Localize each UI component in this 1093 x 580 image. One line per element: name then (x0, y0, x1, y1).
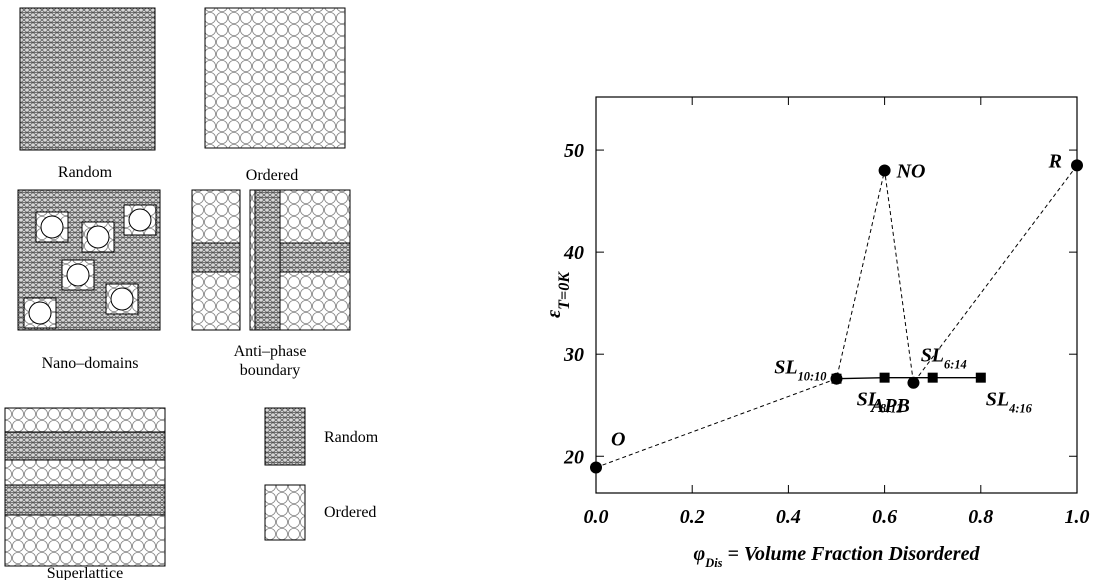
nano-domains (23, 204, 157, 329)
x-axis-label-main: φ (694, 543, 706, 565)
point-label: SL10:10 (774, 357, 826, 384)
point (879, 372, 890, 383)
point-label: SL8:12 (857, 389, 903, 416)
point-label: O (611, 428, 625, 450)
panel-label: Ordered (246, 167, 298, 184)
series-line (836, 377, 981, 380)
point-label-sub: 8:12 (880, 402, 903, 416)
point-label-sub: 6:14 (944, 358, 967, 372)
x-tick-label: 0.0 (584, 506, 609, 528)
point-label: SL6:14 (921, 345, 967, 372)
y-tick-label: 30 (563, 344, 584, 366)
schematics (4, 7, 351, 567)
x-tick-label: 0.8 (968, 506, 993, 528)
y-tick-label: 50 (564, 140, 584, 162)
point (878, 164, 891, 177)
point (1071, 159, 1083, 172)
panel-label: Nano–domains (42, 355, 139, 372)
legend-swatch (264, 484, 306, 541)
point-label-main: SL (921, 345, 944, 367)
point (927, 372, 938, 383)
x-tick-label: 1.0 (1065, 506, 1090, 528)
random-panel (19, 7, 156, 151)
x-axis-label-rest: = Volume Fraction Disordered (722, 543, 980, 565)
schematic-labels: Random Ordered Nano–domains Anti–phase b… (42, 164, 379, 580)
chart: 0.0 0.2 0.4 0.6 0.8 1.0 20 30 40 50 φDis = Volume … (543, 96, 1090, 570)
point-label-main: APB (869, 395, 910, 417)
y-tick-label: 40 (563, 242, 584, 264)
panel-label: Random (58, 164, 113, 181)
y-axis-label: εT=0K (543, 271, 573, 318)
point-label-sub: 4:16 (1008, 402, 1033, 416)
sl-band (4, 431, 166, 461)
apb-band (191, 242, 241, 273)
point-label: R (1048, 150, 1062, 172)
y-axis-label-sub: T=0K (556, 271, 573, 310)
ordered-panel (204, 7, 346, 149)
legend-label: Random (324, 429, 379, 446)
apb-band (254, 189, 281, 331)
y-axis-label-main: ε (543, 309, 565, 318)
apb-band (279, 242, 351, 273)
series-line (595, 165, 1078, 468)
point (831, 373, 842, 384)
panel-label: boundary (240, 362, 300, 379)
panel-label: Anti–phase (234, 343, 307, 360)
point-label-main: SL (857, 389, 880, 411)
x-tick-label: 0.6 (872, 506, 897, 528)
legend-label: Ordered (324, 504, 376, 521)
point-label-sub: 10:10 (798, 370, 827, 384)
x-tick-label: 0.4 (776, 506, 801, 528)
y-tick-label: 20 (563, 446, 584, 468)
point-label: APB (869, 395, 910, 417)
x-axis-label-sub: Dis (704, 556, 722, 570)
point-label-main: R (1048, 150, 1062, 172)
plot-frame (595, 96, 1078, 494)
point-label-main: NO (896, 160, 926, 182)
point-label-main: O (611, 428, 625, 450)
point-label: NO (896, 160, 926, 182)
point (907, 376, 920, 389)
point (975, 372, 986, 383)
sl-band (4, 484, 166, 516)
point (590, 461, 602, 474)
panel-label: Superlattice (47, 565, 123, 580)
x-axis-label: φDis = Volume Fraction Disordered (694, 543, 981, 570)
legend-swatch (264, 407, 306, 466)
point-label-main: SL (774, 357, 797, 379)
point-label-main: SL (986, 389, 1009, 411)
point-label: SL4:16 (986, 389, 1033, 416)
x-tick-label: 0.2 (680, 506, 705, 528)
